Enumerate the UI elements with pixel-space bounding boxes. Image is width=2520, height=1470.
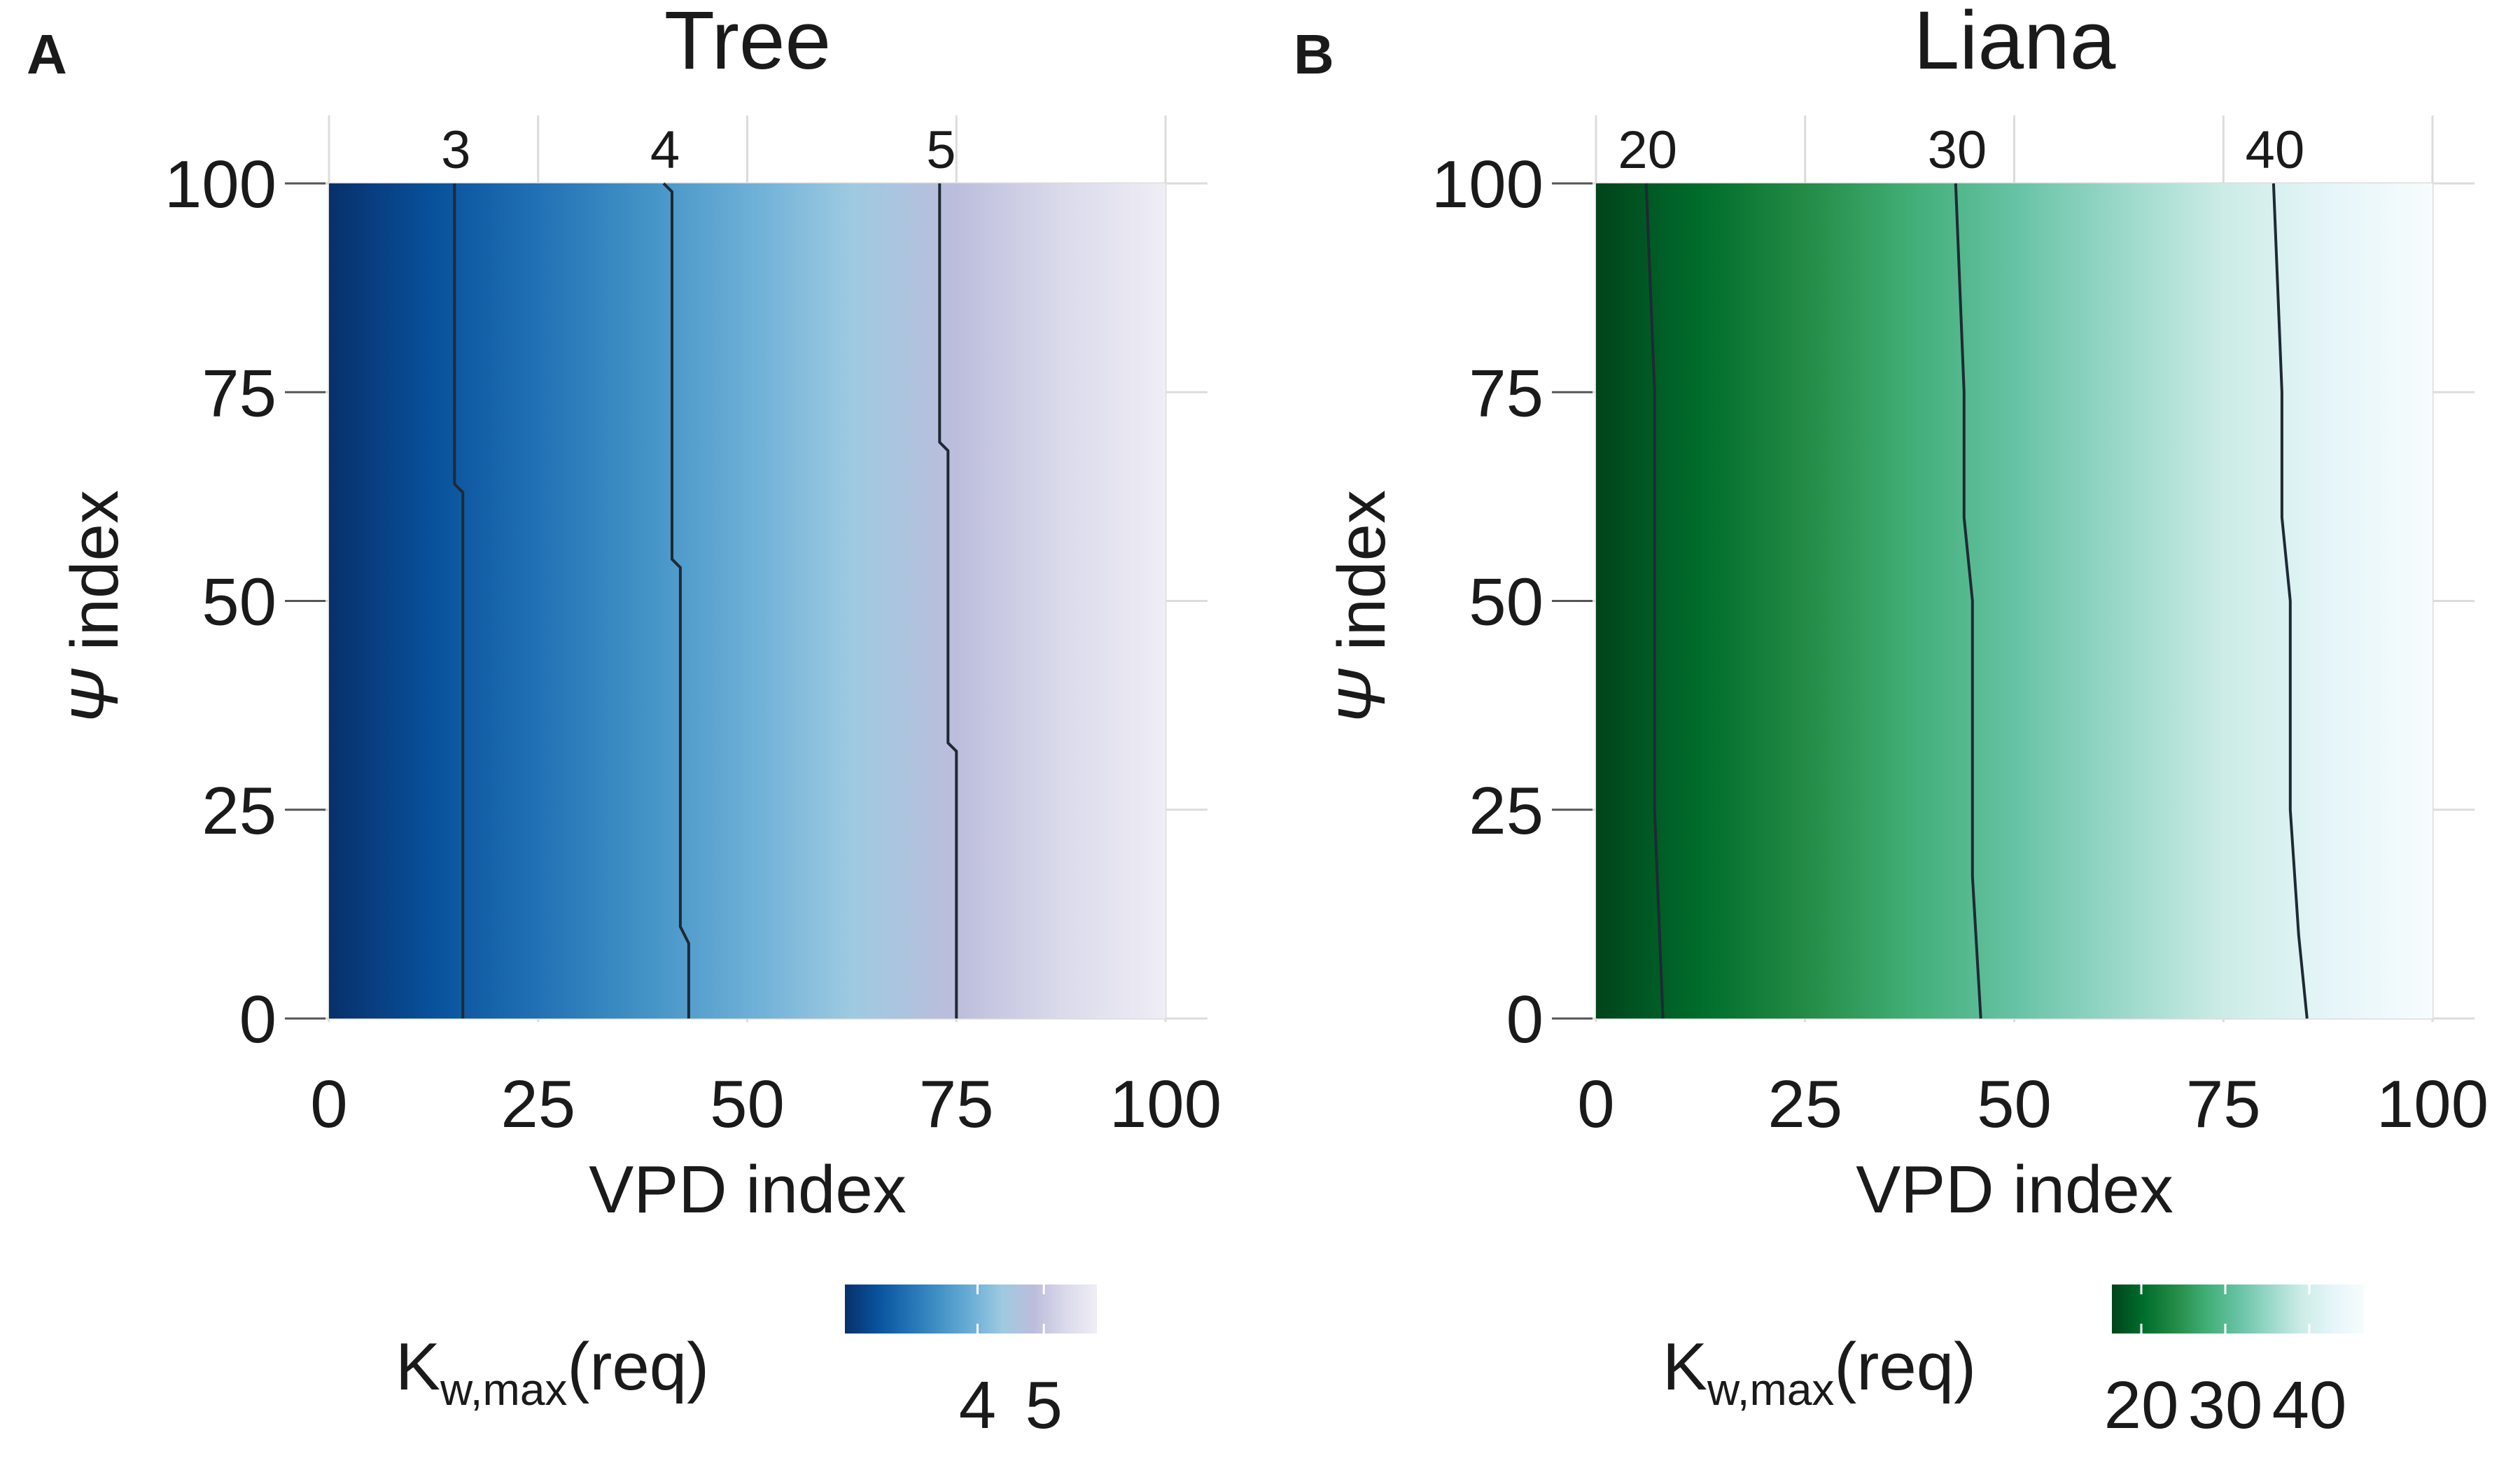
x-axis-label: VPD index <box>1856 1152 2174 1227</box>
y-axis-label: Ψ index <box>57 490 132 725</box>
colorbar-tick-label: 40 <box>2272 1368 2347 1443</box>
colorbar-tick-label: 4 <box>959 1368 996 1443</box>
contour-label-5: 5 <box>926 120 955 180</box>
contour-label-3: 3 <box>441 120 470 180</box>
legend-title: Kw,max(req) <box>1662 1329 1976 1415</box>
contour-label-4: 4 <box>650 120 680 180</box>
x-tick-label: 100 <box>1110 1067 1222 1142</box>
colorbar-legend: Kw,max(req) 20 30 40 <box>1662 1284 2364 1443</box>
contour-lines <box>453 182 958 1018</box>
panel-label: B <box>1294 23 1334 85</box>
y-tick-label: 100 <box>164 147 276 222</box>
x-axis-ticks: 0 25 50 75 100 <box>1577 1067 2488 1142</box>
contour-label-20: 20 <box>1618 120 1677 180</box>
contour-line-3 <box>453 183 465 1018</box>
colorbar-tick-label: 30 <box>2188 1368 2263 1443</box>
contour-line-30 <box>1954 183 1982 1019</box>
chart-title: Liana <box>1914 0 2116 87</box>
y-tick-label: 100 <box>1432 147 1544 222</box>
y-tick-label: 0 <box>1506 982 1544 1057</box>
contour-label-30: 30 <box>1928 120 1987 180</box>
x-axis-ticks: 0 25 50 75 100 <box>310 1067 1222 1142</box>
contour-line-4 <box>662 182 690 1018</box>
legend-title-main: K <box>396 1329 440 1404</box>
x-tick-label: 25 <box>1768 1067 1842 1142</box>
contour-line-40 <box>2272 183 2309 1019</box>
y-tick-label: 50 <box>1469 565 1544 640</box>
y-axis-ticks: 0 25 50 75 100 <box>164 147 326 1057</box>
x-tick-label: 100 <box>2376 1067 2488 1142</box>
legend-title-rest: (req) <box>1834 1329 1976 1404</box>
heatmap-fill <box>329 183 1166 1018</box>
colorbar <box>2112 1284 2364 1334</box>
x-tick-label: 25 <box>500 1067 575 1142</box>
legend-title-rest: (req) <box>567 1329 709 1404</box>
y-tick-label: 25 <box>1469 774 1544 848</box>
legend-title: Kw,max(req) <box>396 1329 709 1415</box>
colorbar <box>845 1284 1097 1334</box>
contour-line-20 <box>1644 183 1665 1019</box>
legend-title-main: K <box>1662 1329 1707 1404</box>
y-tick-label: 50 <box>202 565 276 640</box>
y-tick-label: 75 <box>1469 356 1544 430</box>
contour-label-40: 40 <box>2246 120 2305 180</box>
legend-title-subscript: w,max <box>1707 1364 1834 1415</box>
y-axis-label: Ψ index <box>1324 490 1399 725</box>
y-tick-label: 25 <box>202 774 276 848</box>
x-tick-label: 50 <box>710 1067 785 1142</box>
colorbar-ticks: 20 30 40 <box>2104 1284 2347 1443</box>
x-tick-label: 0 <box>310 1067 347 1142</box>
x-axis-label: VPD index <box>589 1152 906 1227</box>
colorbar-tick-label: 5 <box>1026 1368 1063 1443</box>
contour-labels: 20 30 40 <box>1618 120 2304 180</box>
contour-lines <box>1644 183 2309 1019</box>
panel-label: A <box>27 23 67 85</box>
contour-labels: 3 4 5 <box>441 120 955 180</box>
x-tick-label: 0 <box>1577 1067 1614 1142</box>
colorbar-tick-label: 20 <box>2104 1368 2179 1443</box>
heatmap-fill <box>1596 183 2432 1018</box>
y-axis-label-text: index <box>57 490 132 669</box>
y-axis-label-text: index <box>1324 490 1399 669</box>
psi-symbol: Ψ <box>57 668 132 725</box>
y-tick-label: 75 <box>202 356 276 430</box>
legend-title-subscript: w,max <box>440 1364 567 1415</box>
x-tick-label: 75 <box>2186 1067 2261 1142</box>
chart-title: Tree <box>664 0 831 87</box>
contour-line-5 <box>938 183 958 1018</box>
psi-symbol: Ψ <box>1324 668 1399 725</box>
y-tick-label: 0 <box>239 982 276 1057</box>
x-tick-label: 75 <box>919 1067 994 1142</box>
y-axis-ticks: 0 25 50 75 100 <box>1432 147 1592 1057</box>
x-tick-label: 50 <box>1977 1067 2052 1142</box>
